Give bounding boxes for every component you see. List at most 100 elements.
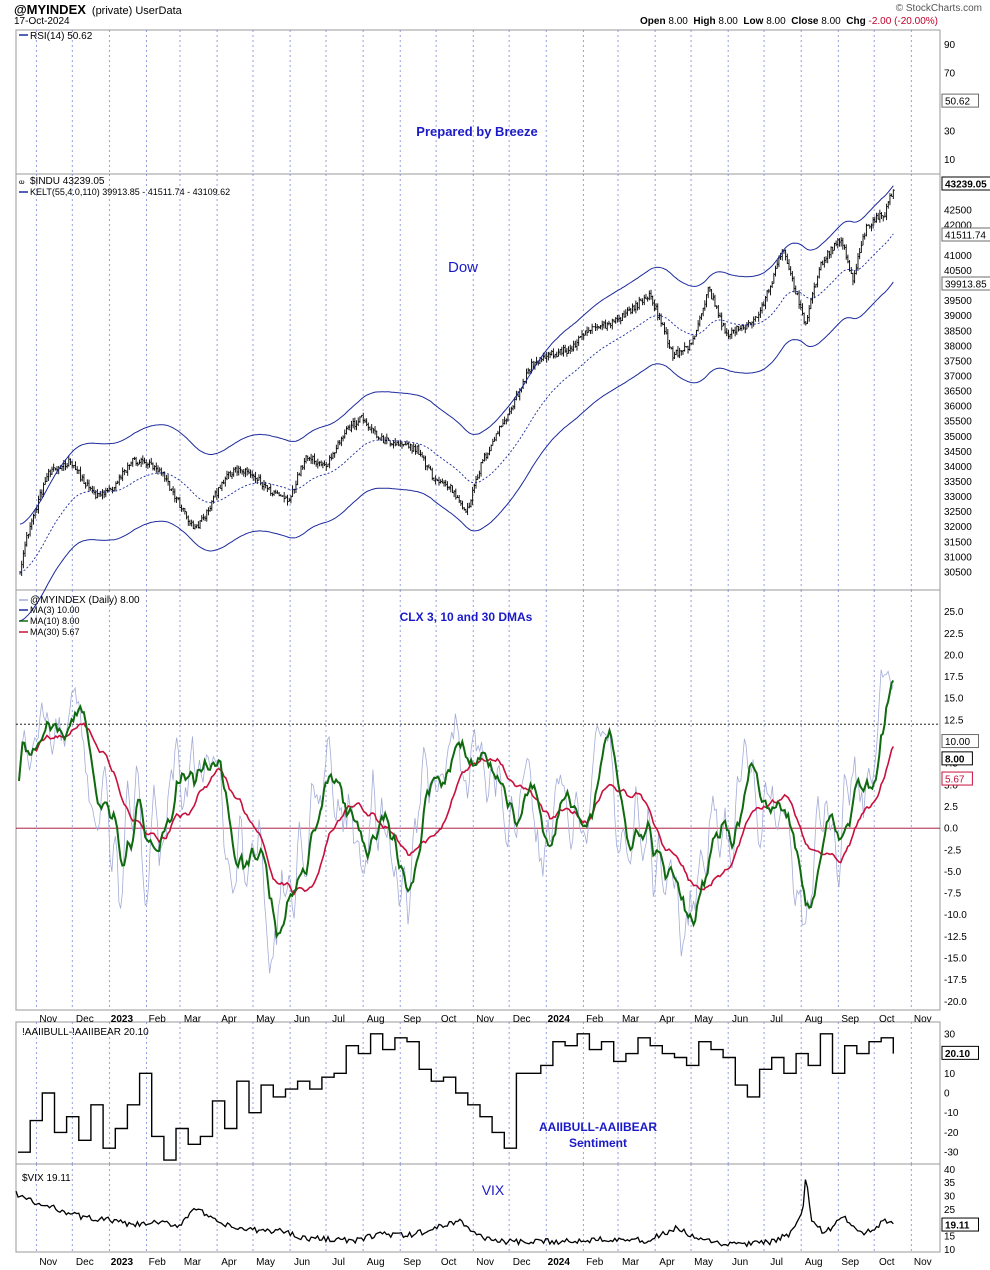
ma30-legend: MA(30) 5.67 [30,627,80,637]
x-month-label-lower: Aug [367,1257,385,1268]
y-tick-label-price: 36500 [944,387,972,398]
y-tick-label-price: 33500 [944,477,972,488]
y-tick-label-price: 36000 [944,402,972,413]
chart-title: @MYINDEX (private) UserData [14,2,182,17]
y-tick-label-price: 42000 [944,221,972,232]
kelt-mid-value: 41511.74 [945,231,986,242]
y-tick-label-price: 37000 [944,371,972,382]
ma3-last-value: 10.00 [945,737,970,748]
y-tick-label-price: 39500 [944,296,972,307]
price-bars [19,189,895,576]
ma10-last-value-box [941,751,973,766]
x-month-label-upper: Feb [149,1014,167,1025]
x-month-label-lower: Feb [149,1257,167,1268]
y-tick-label-price: 32000 [944,522,972,533]
x-month-label-upper: Jul [770,1014,783,1025]
y-tick-label-myindex: 20.0 [944,650,964,661]
y-tick-label-rsi: 90 [944,40,956,51]
x-month-label-lower: Nov [39,1257,57,1268]
price-last-value: 43239.05 [945,180,987,191]
x-month-label-upper: Nov [39,1014,57,1025]
y-tick-label-myindex: -20.0 [944,997,967,1008]
x-month-label-upper: Nov [914,1014,932,1025]
ma10-last-value: 8.00 [945,754,965,765]
x-month-label-lower: May [694,1257,713,1268]
y-tick-label-myindex: -12.5 [944,932,967,943]
y-tick-label-price: 39000 [944,311,972,322]
vix-line [15,1179,894,1248]
y-tick-label-price: 33000 [944,492,972,503]
panel-frame-vix [15,1163,941,1253]
sentiment-annotation-line2: Sentiment [569,1136,627,1150]
x-month-label-lower: Apr [221,1257,237,1268]
y-tick-label-price: 34500 [944,447,972,458]
chart-date: 17-Oct-2024 [14,16,70,27]
x-month-label-lower: Jun [732,1257,748,1268]
y-tick-label-myindex: -2.5 [944,845,962,856]
x-month-label-upper: Oct [879,1014,895,1025]
y-tick-label-vix: 15 [944,1232,956,1243]
x-month-label-lower: Aug [805,1257,823,1268]
keltner-lower-band [19,281,894,622]
price-annotation: Dow [448,259,478,276]
myindex-ma10-line [18,679,895,940]
y-tick-label-myindex: 5.0 [944,780,958,791]
y-tick-label-price: 34000 [944,462,972,473]
myindex-legend: @MYINDEX (Daily) 8.00 [30,595,140,606]
x-month-label-upper: Mar [184,1014,202,1025]
keltner-upper-band [19,185,894,525]
y-tick-label-rsi: 10 [944,155,956,166]
sentiment-legend: !AAIIBULL-!AAIIBEAR 20.10 [22,1027,149,1038]
y-tick-label-myindex: 25.0 [944,607,964,618]
y-tick-label-vix: 30 [944,1192,956,1203]
rsi-last-value-box [941,93,979,108]
x-month-label-upper: 2024 [548,1014,571,1025]
y-tick-label-vix: 10 [944,1245,956,1256]
x-month-label-lower: Sep [841,1257,859,1268]
kelt-mid-value-box [941,227,990,242]
x-month-label-upper: Aug [805,1014,823,1025]
x-month-label-upper: Jun [294,1014,310,1025]
panel-frame-price [15,173,941,591]
x-month-label-upper: Jun [732,1014,748,1025]
myindex-ma3-line [18,669,894,974]
y-tick-label-myindex: -17.5 [944,975,967,986]
y-tick-label-vix: 40 [944,1165,956,1176]
ma3-last-value-box [941,734,979,749]
panel-frame-my [15,589,941,1011]
y-tick-label-price: 35500 [944,417,972,428]
x-month-label-lower: Mar [184,1257,202,1268]
y-tick-label-rsi: 70 [944,69,956,80]
y-tick-label-price: 40500 [944,266,972,277]
y-tick-label-price: 30500 [944,567,972,578]
x-month-label-lower: Jul [332,1257,345,1268]
keltner-middle-band [19,233,894,573]
ma30-last-value: 5.67 [945,775,965,786]
y-tick-label-myindex: 15.0 [944,694,964,705]
x-month-label-lower: Jun [294,1257,310,1268]
vix-last-value: 19.11 [945,1221,970,1232]
y-tick-label-price: 35000 [944,432,972,443]
y-tick-label-myindex: -15.0 [944,954,967,965]
y-tick-label-myindex: 2.5 [944,802,958,813]
ma10-legend: MA(10) 8.00 [30,616,80,626]
x-month-label-lower: Nov [914,1257,932,1268]
x-month-label-upper: Sep [841,1014,859,1025]
y-tick-label-sentiment: -20 [944,1128,959,1139]
x-month-label-upper: Apr [221,1014,237,1025]
x-month-label-upper: Jul [332,1014,345,1025]
rsi-annotation: Prepared by Breeze [416,124,537,139]
brand-label: © StockCharts.com [895,3,982,14]
sentiment-last-value: 20.10 [945,1049,970,1060]
x-month-label-upper: 2023 [111,1014,134,1025]
kelt-low-value: 39913.85 [945,280,987,291]
x-month-label-lower: Dec [76,1257,94,1268]
y-tick-label-rsi: 30 [944,126,956,137]
y-tick-label-myindex: -5.0 [944,867,962,878]
x-month-label-upper: Feb [586,1014,604,1025]
ma30-last-value-box [941,771,973,786]
y-tick-label-vix: 35 [944,1178,956,1189]
y-tick-label-myindex: 22.5 [944,629,964,640]
x-month-label-lower: Apr [659,1257,675,1268]
x-month-label-upper: Oct [441,1014,457,1025]
